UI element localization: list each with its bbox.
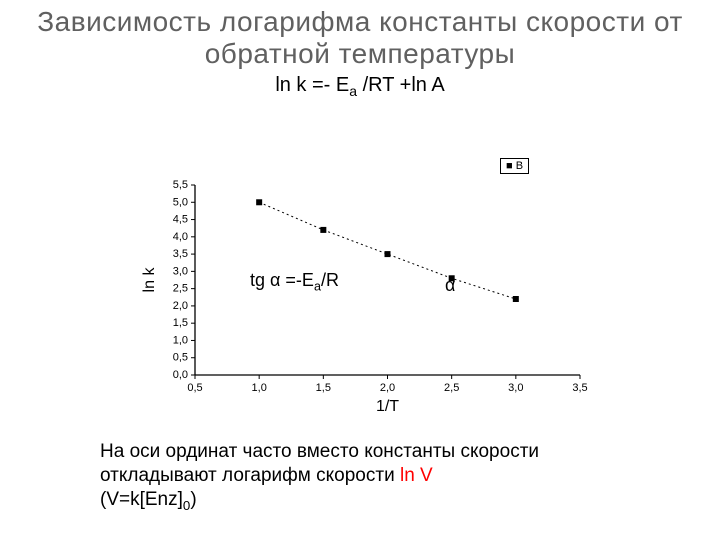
alpha-annotation: α: [445, 275, 455, 296]
svg-text:4,5: 4,5: [173, 214, 188, 226]
svg-text:1,5: 1,5: [173, 317, 188, 329]
svg-text:2,5: 2,5: [173, 283, 188, 295]
svg-text:3,5: 3,5: [572, 382, 587, 394]
footnote-line3: (V=k[Enz]0): [100, 489, 197, 510]
svg-text:ln k: ln k: [141, 267, 158, 293]
svg-text:2,0: 2,0: [173, 300, 188, 312]
svg-text:1,5: 1,5: [316, 382, 331, 394]
svg-text:0,5: 0,5: [187, 382, 202, 394]
svg-text:1,0: 1,0: [173, 334, 188, 346]
svg-text:1,0: 1,0: [252, 382, 267, 394]
footnote: На оси ординат часто вместо константы ск…: [100, 440, 539, 514]
svg-text:3,5: 3,5: [173, 248, 188, 260]
slope-annotation: tg α =-Ea/R: [250, 270, 339, 294]
svg-text:5,5: 5,5: [173, 179, 188, 191]
slide: Зависимость логарифма константы скорости…: [0, 0, 720, 540]
chart-legend: ■ B: [500, 158, 529, 174]
footnote-line1: На оси ординат часто вместо константы ск…: [100, 441, 539, 462]
svg-text:1/T: 1/T: [376, 398, 399, 415]
svg-text:3,0: 3,0: [508, 382, 523, 394]
main-equation: ln k =- Ea /RT +ln A: [0, 74, 720, 99]
legend-label: B: [516, 160, 523, 172]
page-title: Зависимость логарифма константы скорости…: [0, 0, 720, 70]
chart-svg: 0,00,51,01,52,02,53,03,54,04,55,05,50,51…: [140, 175, 600, 415]
footnote-lnV: ln V: [400, 465, 433, 486]
svg-text:0,0: 0,0: [173, 369, 188, 381]
arrhenius-chart: 0,00,51,01,52,02,53,03,54,04,55,05,50,51…: [140, 175, 600, 415]
svg-text:5,0: 5,0: [173, 196, 188, 208]
legend-marker-icon: ■: [506, 160, 513, 172]
svg-text:0,5: 0,5: [173, 352, 188, 364]
svg-text:2,0: 2,0: [380, 382, 395, 394]
svg-text:3,0: 3,0: [173, 265, 188, 277]
svg-text:2,5: 2,5: [444, 382, 459, 394]
footnote-line2a: откладывают логарифм скорости: [100, 465, 400, 486]
svg-text:4,0: 4,0: [173, 231, 188, 243]
